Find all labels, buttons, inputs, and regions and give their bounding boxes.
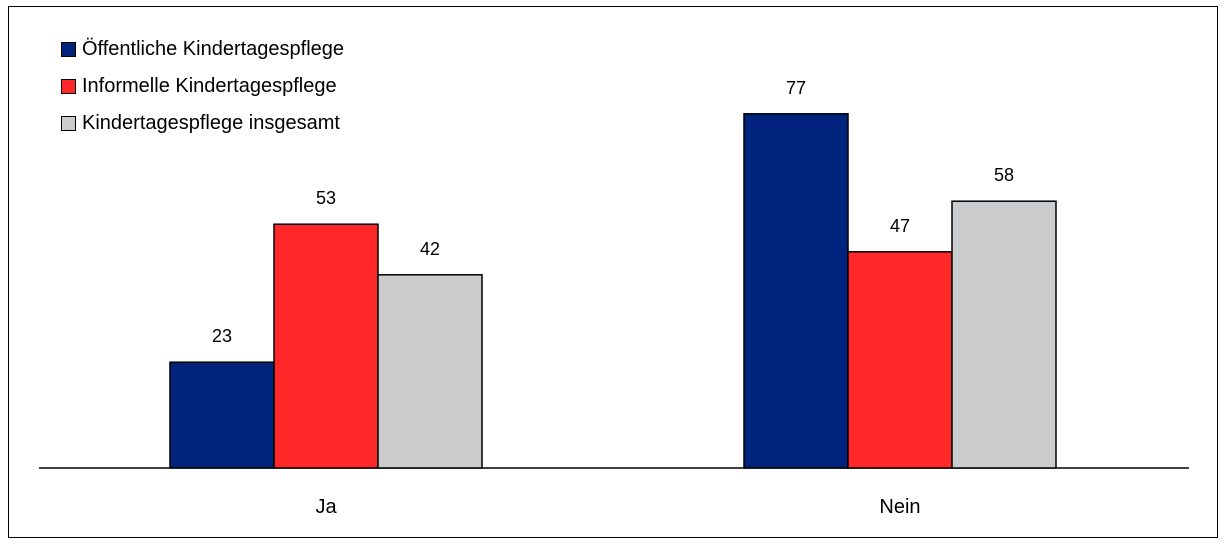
data-label-ja-series-2: 42 (420, 239, 440, 259)
category-label-nein: Nein (879, 496, 920, 518)
category-label-ja: Ja (315, 496, 337, 518)
bar-ja-series-0 (169, 361, 275, 469)
data-label-ja-series-0: 23 (212, 326, 232, 346)
data-label-nein-series-1: 47 (890, 216, 910, 236)
data-label-nein-series-0: 77 (786, 78, 806, 98)
data-label-nein-series-2: 58 (994, 165, 1014, 185)
bar-ja-series-1 (273, 223, 379, 469)
bar-ja-series-2 (377, 274, 483, 469)
legend-swatch-informelle (61, 79, 76, 94)
legend-swatch-insgesamt (61, 116, 76, 131)
legend-label-informelle: Informelle Kindertagespflege (82, 75, 337, 97)
legend-item-oeffentliche: Öffentliche Kindertagespflege (61, 31, 344, 68)
legend-item-informelle: Informelle Kindertagespflege (61, 68, 344, 105)
legend-label-insgesamt: Kindertagespflege insgesamt (82, 112, 340, 134)
bar-chart: 23 53 42 Ja 77 47 58 Nein (39, 78, 1189, 518)
bar-nein-series-0 (743, 113, 849, 469)
legend: Öffentliche Kindertagespflege Informelle… (61, 31, 344, 142)
legend-label-oeffentliche: Öffentliche Kindertagespflege (82, 38, 345, 60)
chart-frame: Öffentliche Kindertagespflege Informelle… (8, 6, 1218, 538)
bar-nein-series-1 (847, 251, 953, 469)
bar-nein-series-2 (951, 200, 1057, 469)
data-label-ja-series-1: 53 (316, 188, 336, 208)
legend-swatch-oeffentliche (61, 42, 76, 57)
legend-item-insgesamt: Kindertagespflege insgesamt (61, 105, 344, 142)
